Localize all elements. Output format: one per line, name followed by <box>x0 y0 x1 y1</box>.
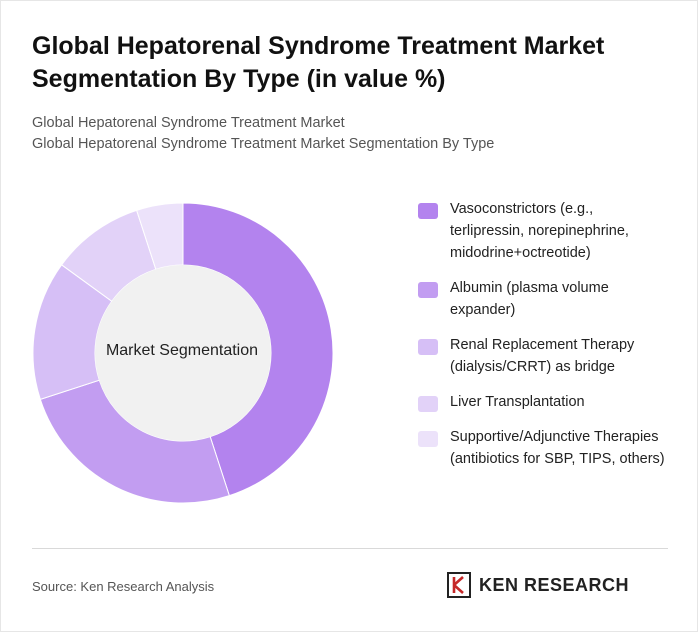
ken-research-logo-icon <box>447 572 471 598</box>
chart-subtitle: Global Hepatorenal Syndrome Treatment Ma… <box>32 113 672 155</box>
legend-swatch <box>418 431 438 447</box>
subtitle-line-2: Global Hepatorenal Syndrome Treatment Ma… <box>32 136 495 152</box>
chart-legend: Vasoconstrictors (e.g., terlipressin, no… <box>418 198 668 483</box>
legend-item: Renal Replacement Therapy (dialysis/CRRT… <box>418 334 668 378</box>
legend-swatch <box>418 339 438 355</box>
ken-research-logo: KEN RESEARCH <box>447 572 629 598</box>
legend-label: Albumin (plasma volume expander) <box>450 280 609 318</box>
subtitle-line-1: Global Hepatorenal Syndrome Treatment Ma… <box>32 115 345 131</box>
legend-item: Vasoconstrictors (e.g., terlipressin, no… <box>418 198 668 264</box>
footer-divider <box>32 548 668 549</box>
legend-item: Liver Transplantation <box>418 391 668 413</box>
legend-swatch <box>418 282 438 298</box>
legend-label: Liver Transplantation <box>450 394 585 410</box>
donut-chart <box>32 202 334 504</box>
legend-swatch <box>418 203 438 219</box>
legend-item: Albumin (plasma volume expander) <box>418 277 668 321</box>
chart-title: Global Hepatorenal Syndrome Treatment Ma… <box>32 32 605 93</box>
legend-swatch <box>418 396 438 412</box>
donut-center-label: Market Segmentation <box>105 342 259 359</box>
donut-hole <box>95 265 271 441</box>
legend-label: Renal Replacement Therapy (dialysis/CRRT… <box>450 337 635 375</box>
legend-item: Supportive/Adjunctive Therapies (antibio… <box>418 426 668 470</box>
logo-wordmark: KEN RESEARCH <box>479 574 630 595</box>
legend-label: Supportive/Adjunctive Therapies (antibio… <box>450 429 665 467</box>
legend-label: Vasoconstrictors (e.g., terlipressin, no… <box>450 201 629 261</box>
source-note: Source: Ken Research Analysis <box>32 579 215 594</box>
